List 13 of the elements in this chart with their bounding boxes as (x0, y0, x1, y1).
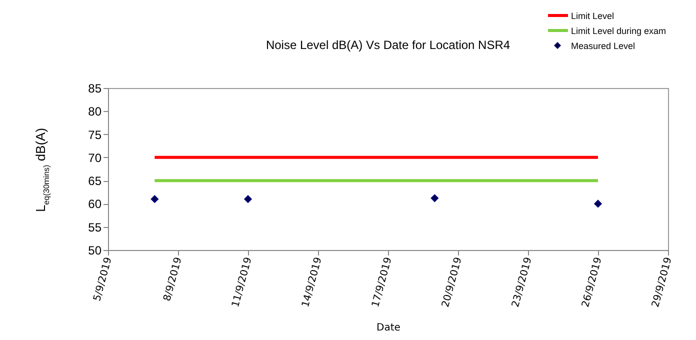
y-tick-label: 55 (88, 220, 102, 234)
legend-label: Limit Level (570, 10, 614, 20)
y-tick-label: 50 (88, 244, 102, 258)
y-tick-label: 80 (88, 104, 102, 119)
legend-label: Limit Level during exam (570, 26, 666, 36)
y-tick-label: 70 (88, 150, 102, 165)
chart-title: Noise Level dB(A) Vs Date for Location NSR4 (266, 38, 510, 52)
x-axis-title: Date (376, 322, 400, 334)
y-tick-label: 85 (88, 82, 102, 96)
y-tick-label: 60 (88, 197, 102, 212)
y-tick-label: 75 (88, 128, 102, 142)
y-tick-label: 65 (88, 174, 102, 188)
legend-label: Measured Level (570, 40, 635, 50)
